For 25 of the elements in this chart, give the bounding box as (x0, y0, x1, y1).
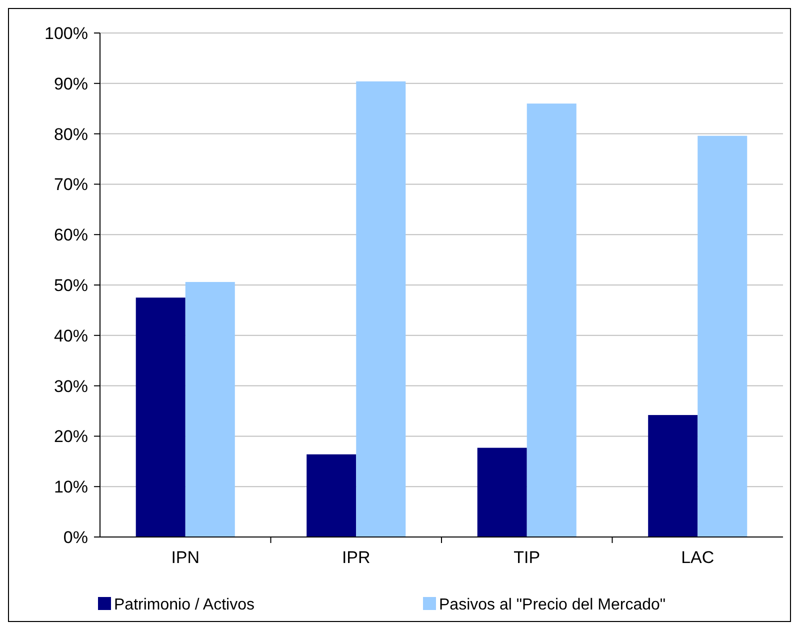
x-tick-label: TIP (514, 548, 540, 567)
y-tick-label: 40% (54, 326, 88, 346)
bar (526, 104, 576, 537)
y-tick-label: 20% (54, 427, 88, 446)
y-tick-label: 10% (54, 478, 88, 497)
y-tick-label: 80% (54, 124, 88, 144)
y-tick-label: 90% (54, 74, 88, 94)
bar (306, 454, 356, 537)
y-tick-label: 30% (54, 376, 88, 396)
y-tick-label: 100% (44, 24, 88, 43)
bar (136, 298, 186, 537)
bar (698, 136, 748, 537)
legend-label: Pasivos al "Precio del Mercado" (439, 596, 666, 614)
y-tick-label: 0% (63, 528, 88, 547)
bar (356, 81, 406, 537)
legend-label: Patrimonio / Activos (114, 596, 254, 614)
y-tick-label: 50% (54, 276, 88, 295)
y-tick-label: 60% (54, 226, 88, 245)
x-tick-label: IPR (342, 548, 370, 567)
bar (185, 282, 235, 537)
x-tick-label: LAC (681, 548, 714, 567)
bar (477, 448, 527, 537)
bar (648, 415, 698, 537)
x-tick-label: IPN (171, 548, 200, 567)
y-tick-label: 70% (54, 175, 88, 194)
